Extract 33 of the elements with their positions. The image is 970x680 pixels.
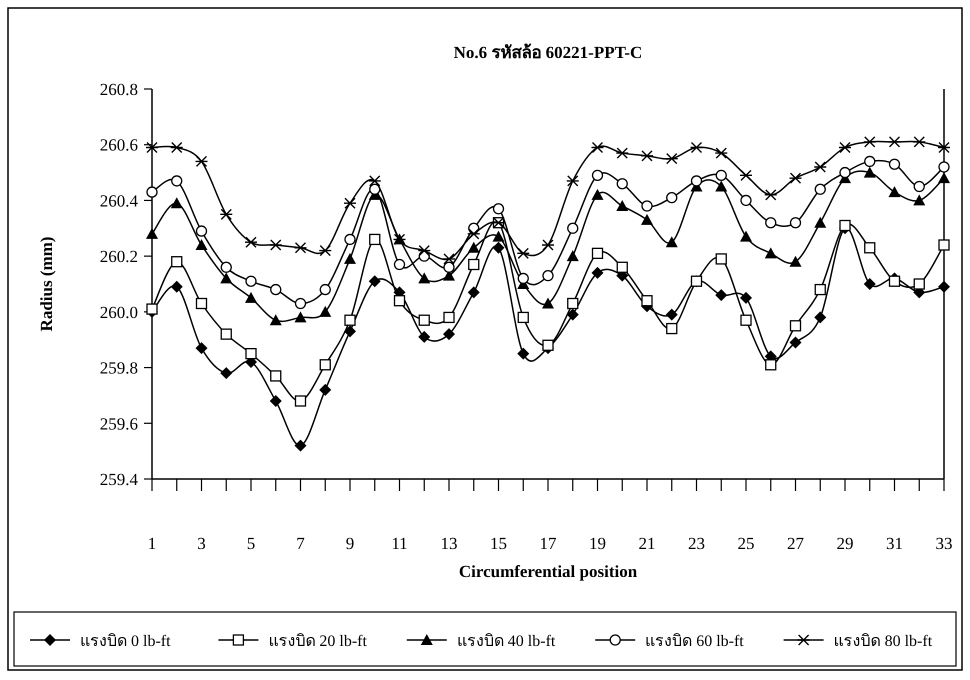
legend-label: แรงบิด 0 lb-ft xyxy=(80,633,172,650)
x-tick-label: 23 xyxy=(688,534,705,553)
y-tick-label: 260.0 xyxy=(100,302,138,322)
legend-label: แรงบิด 40 lb-ft xyxy=(456,633,556,650)
y-axis-title: Radius (mm) xyxy=(37,236,56,332)
y-tick-label: 259.8 xyxy=(100,358,138,378)
y-tick-label: 259.4 xyxy=(100,470,138,489)
x-tick-label: 3 xyxy=(197,534,206,553)
x-tick-label: 17 xyxy=(540,534,557,553)
x-tick-label: 9 xyxy=(346,534,354,553)
x-tick-label: 29 xyxy=(836,534,854,553)
x-tick-label: 31 xyxy=(886,534,903,553)
x-tick-label: 15 xyxy=(490,534,507,553)
x-tick-label: 1 xyxy=(148,534,156,553)
chart-title: No.6 รหัสล้อ 60221-PPT-C xyxy=(454,43,642,62)
x-tick-label: 33 xyxy=(936,534,952,553)
x-axis-title: Circumferential position xyxy=(458,562,638,581)
y-tick-label: 259.6 xyxy=(100,414,138,434)
legend-label: แรงบิด 20 lb-ft xyxy=(268,633,368,650)
y-tick-label: 260.8 xyxy=(100,80,138,99)
legend-label: แรงบิด 80 lb-ft xyxy=(834,633,933,650)
x-tick-label: 11 xyxy=(391,534,408,553)
x-tick-label: 5 xyxy=(246,534,256,553)
x-tick-label: 27 xyxy=(787,534,804,553)
legend-label: แรงบิด 60 lb-ft xyxy=(645,633,744,650)
x-tick-label: 13 xyxy=(440,534,458,553)
x-tick-label: 19 xyxy=(589,534,606,553)
y-tick-label: 260.6 xyxy=(100,136,138,155)
x-tick-label: 25 xyxy=(738,534,754,553)
y-tick-label: 260.4 xyxy=(100,191,138,210)
x-tick-label: 21 xyxy=(638,534,656,553)
y-tick-label: 260.2 xyxy=(100,247,138,266)
x-tick-label: 7 xyxy=(296,534,306,553)
